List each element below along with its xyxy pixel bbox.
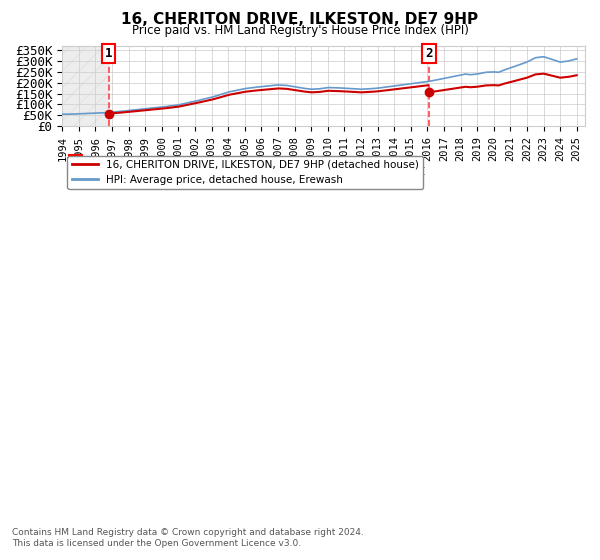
Text: £58,000: £58,000 [261,158,308,168]
Text: 05-FEB-2016: 05-FEB-2016 [107,167,181,177]
Text: 24% ↓ HPI: 24% ↓ HPI [365,167,426,177]
Bar [62,46,109,126]
Text: 1: 1 [105,47,112,60]
Legend: 16, CHERITON DRIVE, ILKESTON, DE7 9HP (detached house), HPI: Average price, deta: 16, CHERITON DRIVE, ILKESTON, DE7 9HP (d… [67,156,423,189]
Text: 1: 1 [72,158,79,168]
Text: 2: 2 [72,167,79,177]
Text: £156,000: £156,000 [261,167,315,177]
Text: Price paid vs. HM Land Registry's House Price Index (HPI): Price paid vs. HM Land Registry's House … [131,24,469,37]
Text: 2: 2 [425,47,433,60]
Text: Contains HM Land Registry data © Crown copyright and database right 2024.
This d: Contains HM Land Registry data © Crown c… [12,528,364,548]
Text: 24-OCT-1996: 24-OCT-1996 [107,158,181,168]
Text: 16, CHERITON DRIVE, ILKESTON, DE7 9HP: 16, CHERITON DRIVE, ILKESTON, DE7 9HP [121,12,479,27]
Text: 6% ↓ HPI: 6% ↓ HPI [365,158,419,168]
